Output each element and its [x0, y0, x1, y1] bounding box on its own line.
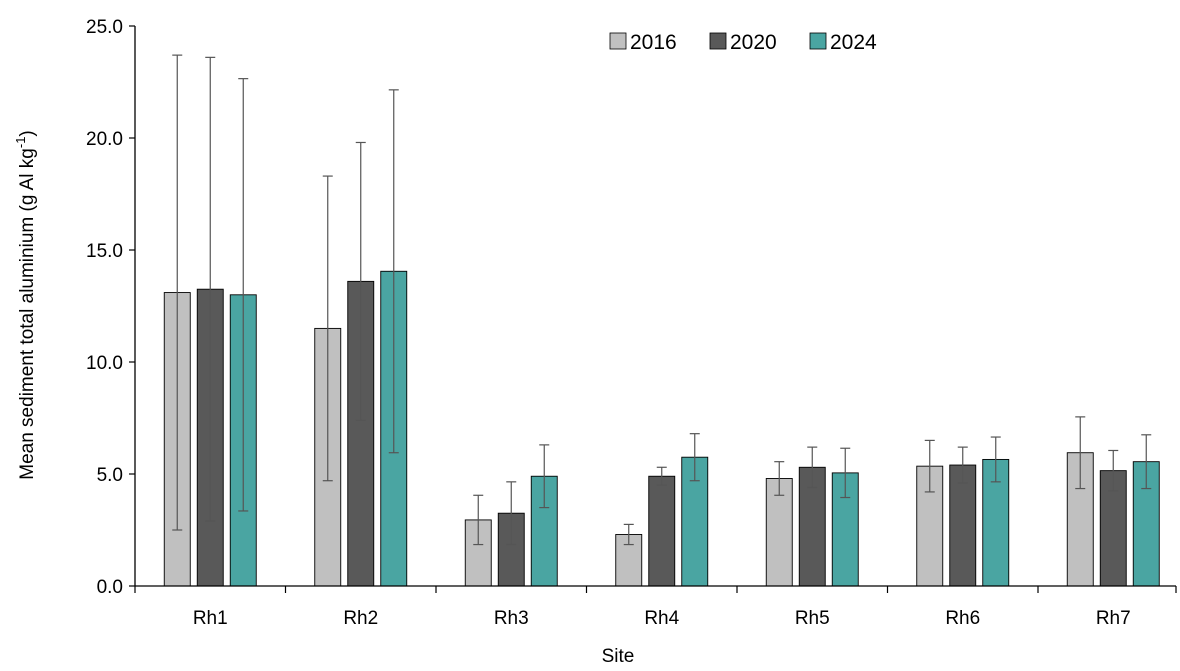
x-tick-label-rh3: Rh3	[494, 608, 529, 629]
legend-label-2024: 2024	[830, 31, 877, 54]
y-axis-title-main: Mean sediment total aluminium (g Al kg	[17, 148, 38, 480]
y-axis-title-superscript: -1	[13, 137, 28, 149]
legend: 2016 2020 2024	[609, 31, 877, 54]
y-tick-label: 10.0	[86, 353, 123, 374]
error-bar-rh6-2020	[957, 446, 968, 484]
legend-label-2016: 2016	[630, 31, 677, 54]
error-bars-layer	[172, 54, 1152, 546]
error-bar-rh2-2016	[322, 175, 333, 482]
bar-rh6-2024	[982, 458, 1010, 587]
error-bar-rh2-2020	[355, 141, 366, 421]
error-bar-rh5-2016	[774, 461, 785, 496]
error-bar-rh1-2024	[238, 78, 249, 512]
tick-labels-layer: 0.0 5.0 10.0 15.0 20.0 25.0 Rh1 Rh2 Rh3 Rh4 Rh5 Rh6…	[86, 17, 1131, 629]
y-tick-label: 5.0	[97, 465, 123, 486]
x-tick-label-rh4: Rh4	[644, 608, 679, 629]
bar-rh6-2020	[949, 464, 977, 587]
y-axis-title-end: )	[17, 130, 38, 136]
bar-rh4-2020	[648, 475, 676, 587]
error-bar-rh1-2020	[205, 56, 216, 522]
x-tick-label-rh2: Rh2	[343, 608, 378, 629]
error-bar-rh2-2024	[388, 89, 399, 454]
error-bar-rh4-2016	[623, 523, 634, 546]
error-bar-rh3-2020	[506, 481, 517, 546]
x-tick-label-rh5: Rh5	[795, 608, 830, 629]
x-tick-label-rh1: Rh1	[193, 608, 228, 629]
bars-layer	[163, 270, 1160, 587]
legend-label-2020: 2020	[730, 31, 777, 54]
legend-swatch-2020	[709, 32, 727, 50]
y-tick-label: 25.0	[86, 17, 123, 38]
legend-swatch-2016	[609, 32, 627, 50]
error-bar-rh3-2016	[473, 494, 484, 546]
legend-swatch-2024	[809, 32, 827, 50]
y-axis-title: Mean sediment total aluminium (g Al kg-1…	[13, 130, 38, 480]
error-bar-rh6-2016	[924, 439, 935, 493]
x-tick-label-rh6: Rh6	[945, 608, 980, 629]
error-bar-rh5-2024	[840, 447, 851, 499]
bar-rh5-2016	[765, 478, 793, 587]
x-axis-title: Site	[602, 646, 635, 667]
y-tick-label: 15.0	[86, 241, 123, 262]
x-tick-label-rh7: Rh7	[1096, 608, 1131, 629]
error-bar-rh7-2016	[1075, 416, 1086, 490]
y-tick-label: 0.0	[97, 577, 123, 598]
error-bar-rh7-2020	[1108, 449, 1119, 492]
error-bar-rh4-2024	[689, 433, 700, 482]
error-bar-rh1-2016	[172, 54, 183, 531]
error-bar-rh6-2024	[990, 436, 1001, 483]
error-bar-rh7-2024	[1141, 434, 1152, 490]
y-tick-label: 20.0	[86, 129, 123, 150]
error-bar-rh5-2020	[807, 446, 818, 489]
error-bar-rh3-2024	[539, 444, 550, 509]
axes-layer	[129, 25, 1177, 593]
error-bar-rh4-2020	[656, 466, 667, 486]
